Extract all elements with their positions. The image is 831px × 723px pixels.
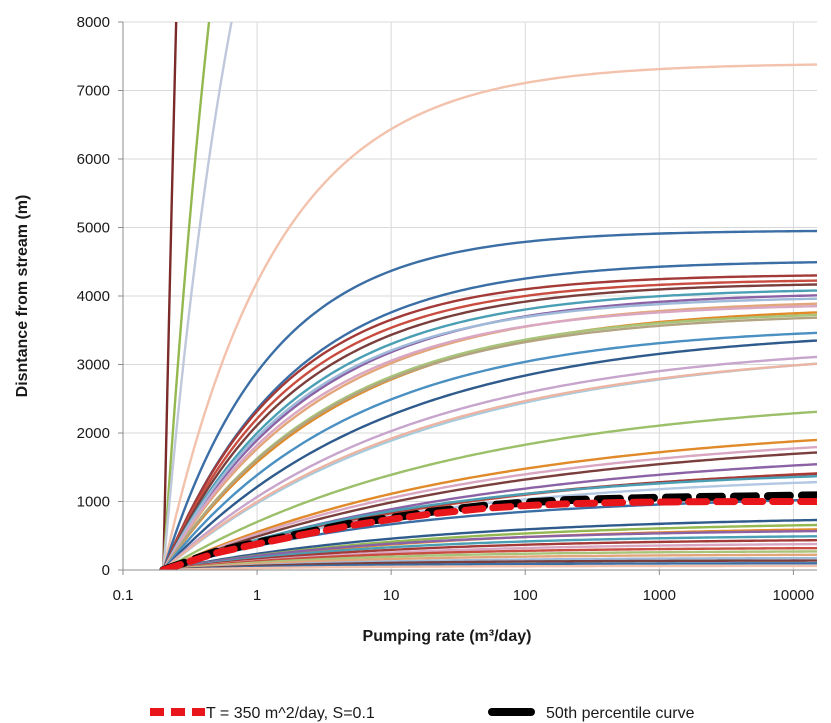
series-group: [162, 22, 817, 570]
series-line-46: [163, 564, 817, 570]
x-axis-title: Pumping rate (m³/day): [363, 628, 532, 645]
highlight-series-group: [159, 491, 817, 570]
y-tick-label: 0: [102, 562, 110, 579]
x-tick-label: 0.1: [113, 587, 134, 604]
legend-label-t350: T = 350 m^2/day, S=0.1: [206, 705, 375, 722]
series-line-44: [163, 559, 817, 570]
x-tick-label: 10: [383, 587, 400, 604]
series-line-20: [162, 355, 817, 570]
y-tick-label: 2000: [77, 425, 110, 442]
x-tick-label: 1: [253, 587, 261, 604]
x-tick-labels: 0.1 1 10 100 1000 10000: [113, 587, 815, 604]
legend-item-t350: T = 350 m^2/day, S=0.1: [150, 705, 375, 722]
x-tick-label: 1000: [643, 587, 676, 604]
series-line-26: [162, 451, 817, 570]
series-line-42: [163, 553, 817, 570]
series-line-24: [162, 438, 817, 570]
series-line-23: [162, 410, 817, 570]
series-line-22: [162, 362, 817, 570]
series-line-17: [162, 316, 817, 570]
series-line-18: [162, 331, 817, 570]
series-line-6: [162, 261, 817, 570]
y-tick-label: 8000: [77, 14, 110, 31]
series-line-33: [163, 518, 817, 570]
x-tick-label: 100: [513, 587, 538, 604]
series-line-38: [163, 538, 817, 570]
series-line-4: [162, 63, 817, 570]
y-tick-label: 7000: [77, 83, 110, 100]
series-line-14: [162, 304, 817, 570]
legend-label-50th: 50th percentile curve: [546, 705, 695, 722]
series-line-36: [163, 529, 817, 570]
y-tick-label: 5000: [77, 220, 110, 237]
series-line-40: [163, 546, 817, 570]
t350-s01-curve: [159, 498, 817, 570]
series-line-8: [162, 279, 817, 570]
series-line-19: [162, 339, 817, 570]
y-tick-label: 1000: [77, 494, 110, 511]
y-axis-title: Disntance from stream (m): [14, 195, 31, 398]
series-line-12: [162, 297, 817, 570]
y-tick-label: 6000: [77, 151, 110, 168]
series-line-25: [162, 445, 817, 570]
x-tick-label: 10000: [773, 587, 815, 604]
y-tick-label: 4000: [77, 288, 110, 305]
series-line-5: [162, 229, 817, 570]
series-line-7: [162, 274, 817, 570]
y-tick-label: 3000: [77, 357, 110, 374]
series-line-41: [163, 550, 817, 570]
series-line-37: [163, 535, 817, 570]
legend: T = 350 m^2/day, S=0.1 50th percentile c…: [150, 705, 695, 722]
y-tick-labels: 0 1000 2000 3000 4000 5000 6000 7000 8000: [77, 14, 110, 579]
legend-item-50th: 50th percentile curve: [488, 705, 695, 722]
series-line-10: [162, 289, 817, 570]
series-line-9: [162, 283, 817, 570]
